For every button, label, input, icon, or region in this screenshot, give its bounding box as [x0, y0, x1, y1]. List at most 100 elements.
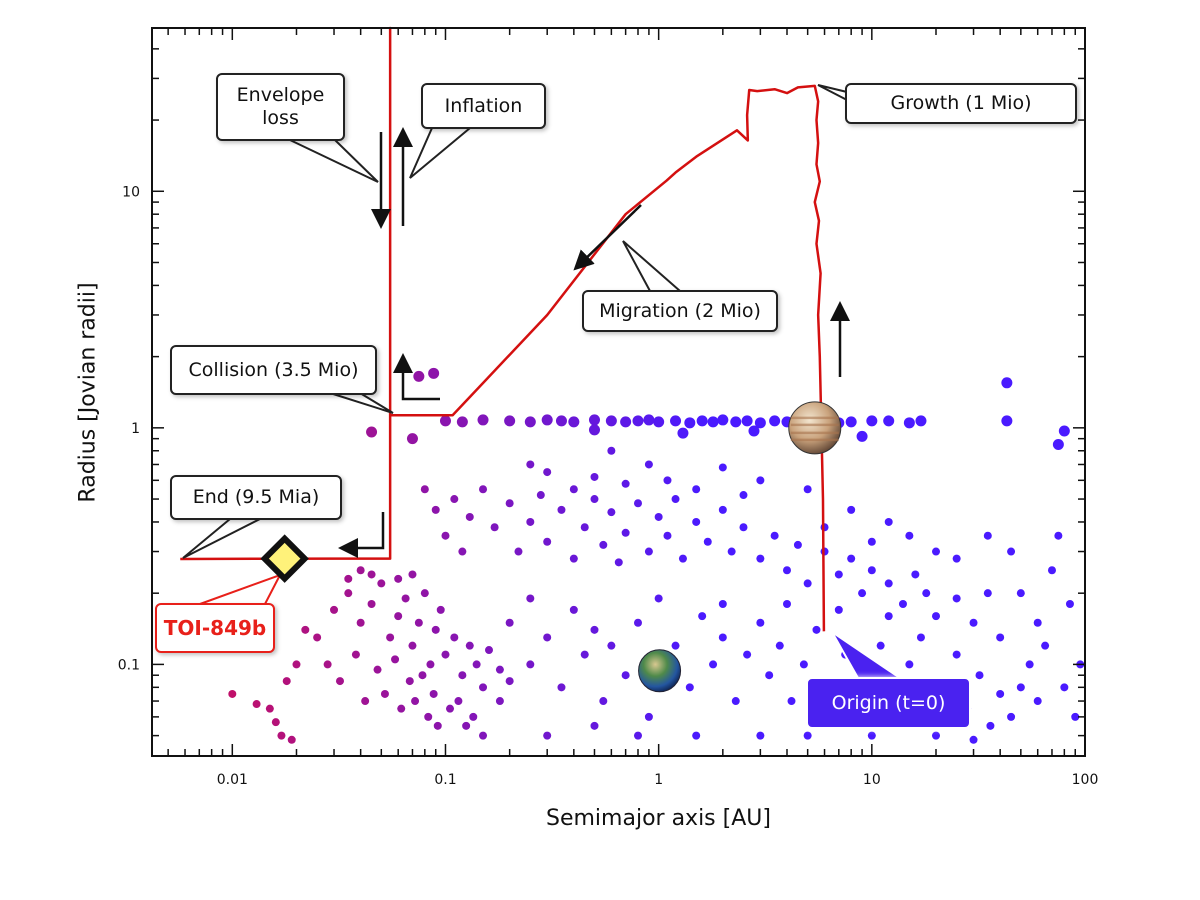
- data-point: [356, 618, 365, 627]
- data-point-giant: [504, 415, 516, 427]
- data-point: [969, 618, 978, 627]
- data-point: [441, 531, 450, 540]
- data-point-giant: [903, 417, 915, 429]
- data-point: [580, 523, 589, 532]
- data-point-giant: [717, 414, 729, 426]
- data-point-giant: [769, 415, 781, 427]
- data-point-giant: [643, 414, 655, 426]
- data-point: [911, 570, 920, 579]
- data-point: [692, 731, 701, 740]
- data-point: [731, 697, 740, 706]
- data-point: [590, 495, 599, 504]
- data-point: [633, 618, 642, 627]
- callout-tail: [182, 518, 261, 559]
- data-point: [607, 641, 616, 650]
- data-point: [692, 517, 701, 526]
- data-point: [718, 505, 727, 514]
- data-point-giant: [366, 426, 378, 438]
- data-point: [450, 495, 459, 504]
- data-point: [418, 671, 427, 680]
- data-point: [931, 731, 940, 740]
- data-point: [727, 547, 736, 556]
- data-point: [1025, 660, 1034, 669]
- data-point: [671, 495, 680, 504]
- callout-toi-849b: TOI-849b: [155, 603, 275, 653]
- data-point-giant: [730, 416, 742, 428]
- data-point: [450, 633, 459, 642]
- data-point-giant: [605, 415, 617, 427]
- data-point-giant: [1001, 377, 1013, 389]
- data-point: [599, 697, 608, 706]
- data-point: [621, 528, 630, 537]
- data-point: [479, 485, 488, 494]
- data-point: [703, 537, 712, 546]
- earth-icon: [638, 649, 682, 693]
- data-point: [301, 625, 310, 634]
- data-point: [277, 731, 286, 740]
- data-point: [1007, 712, 1016, 721]
- data-point: [614, 558, 623, 567]
- callout-tail: [409, 127, 473, 179]
- data-point-giant: [748, 425, 760, 437]
- data-point: [671, 641, 680, 650]
- data-point: [391, 655, 400, 664]
- data-point: [351, 650, 360, 659]
- data-point: [698, 612, 707, 621]
- data-point: [1016, 683, 1025, 692]
- data-point: [472, 660, 481, 669]
- data-point: [884, 612, 893, 621]
- data-point: [429, 689, 438, 698]
- data-point: [323, 660, 332, 669]
- data-point-giant: [670, 415, 682, 427]
- data-point: [505, 499, 514, 508]
- data-point: [867, 731, 876, 740]
- data-point: [867, 537, 876, 546]
- data-point: [526, 460, 535, 469]
- data-point: [505, 618, 514, 627]
- data-point: [462, 721, 471, 730]
- data-point: [569, 485, 578, 494]
- data-point: [431, 505, 440, 514]
- data-point: [876, 641, 885, 650]
- planet-markers: [260, 401, 842, 693]
- data-point: [420, 589, 429, 598]
- data-point: [590, 625, 599, 634]
- data-point: [633, 499, 642, 508]
- data-point-giant: [754, 417, 766, 429]
- data-point: [1041, 641, 1050, 650]
- data-point: [394, 612, 403, 621]
- data-point: [424, 712, 433, 721]
- data-point: [775, 641, 784, 650]
- data-point: [756, 731, 765, 740]
- data-point: [590, 472, 599, 481]
- data-point: [1047, 566, 1056, 575]
- data-point-giant: [620, 416, 632, 428]
- data-point: [590, 721, 599, 730]
- data-point: [782, 566, 791, 575]
- data-point: [526, 660, 535, 669]
- callout-migration: Migration (2 Mio): [582, 290, 778, 332]
- data-point: [397, 704, 406, 713]
- data-point: [580, 650, 589, 659]
- data-point: [905, 660, 914, 669]
- data-point: [405, 677, 414, 686]
- data-point: [922, 589, 931, 598]
- data-point-giant: [588, 414, 600, 426]
- data-point: [654, 594, 663, 603]
- data-point-giant: [524, 416, 536, 428]
- data-point: [330, 605, 339, 614]
- data-point: [557, 505, 566, 514]
- toi-849b-diamond-icon: [260, 534, 309, 583]
- callout-tail: [817, 84, 848, 102]
- data-point: [408, 570, 417, 579]
- data-point: [718, 600, 727, 609]
- callout-end: End (9.5 Mia): [170, 475, 342, 520]
- plot-frame: [151, 27, 1086, 757]
- data-point: [420, 485, 429, 494]
- data-point: [692, 485, 701, 494]
- data-point: [983, 531, 992, 540]
- data-point: [599, 540, 608, 549]
- data-point: [356, 566, 365, 575]
- data-point: [905, 531, 914, 540]
- data-point: [803, 485, 812, 494]
